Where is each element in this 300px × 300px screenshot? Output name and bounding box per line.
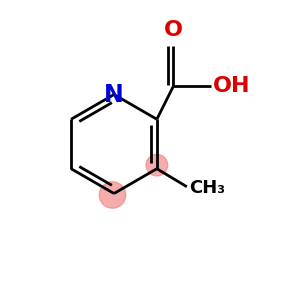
Circle shape [99, 182, 126, 208]
Text: CH₃: CH₃ [189, 179, 225, 197]
Text: OH: OH [213, 76, 251, 96]
Text: N: N [104, 82, 124, 106]
Text: O: O [164, 20, 183, 40]
Circle shape [146, 154, 168, 176]
